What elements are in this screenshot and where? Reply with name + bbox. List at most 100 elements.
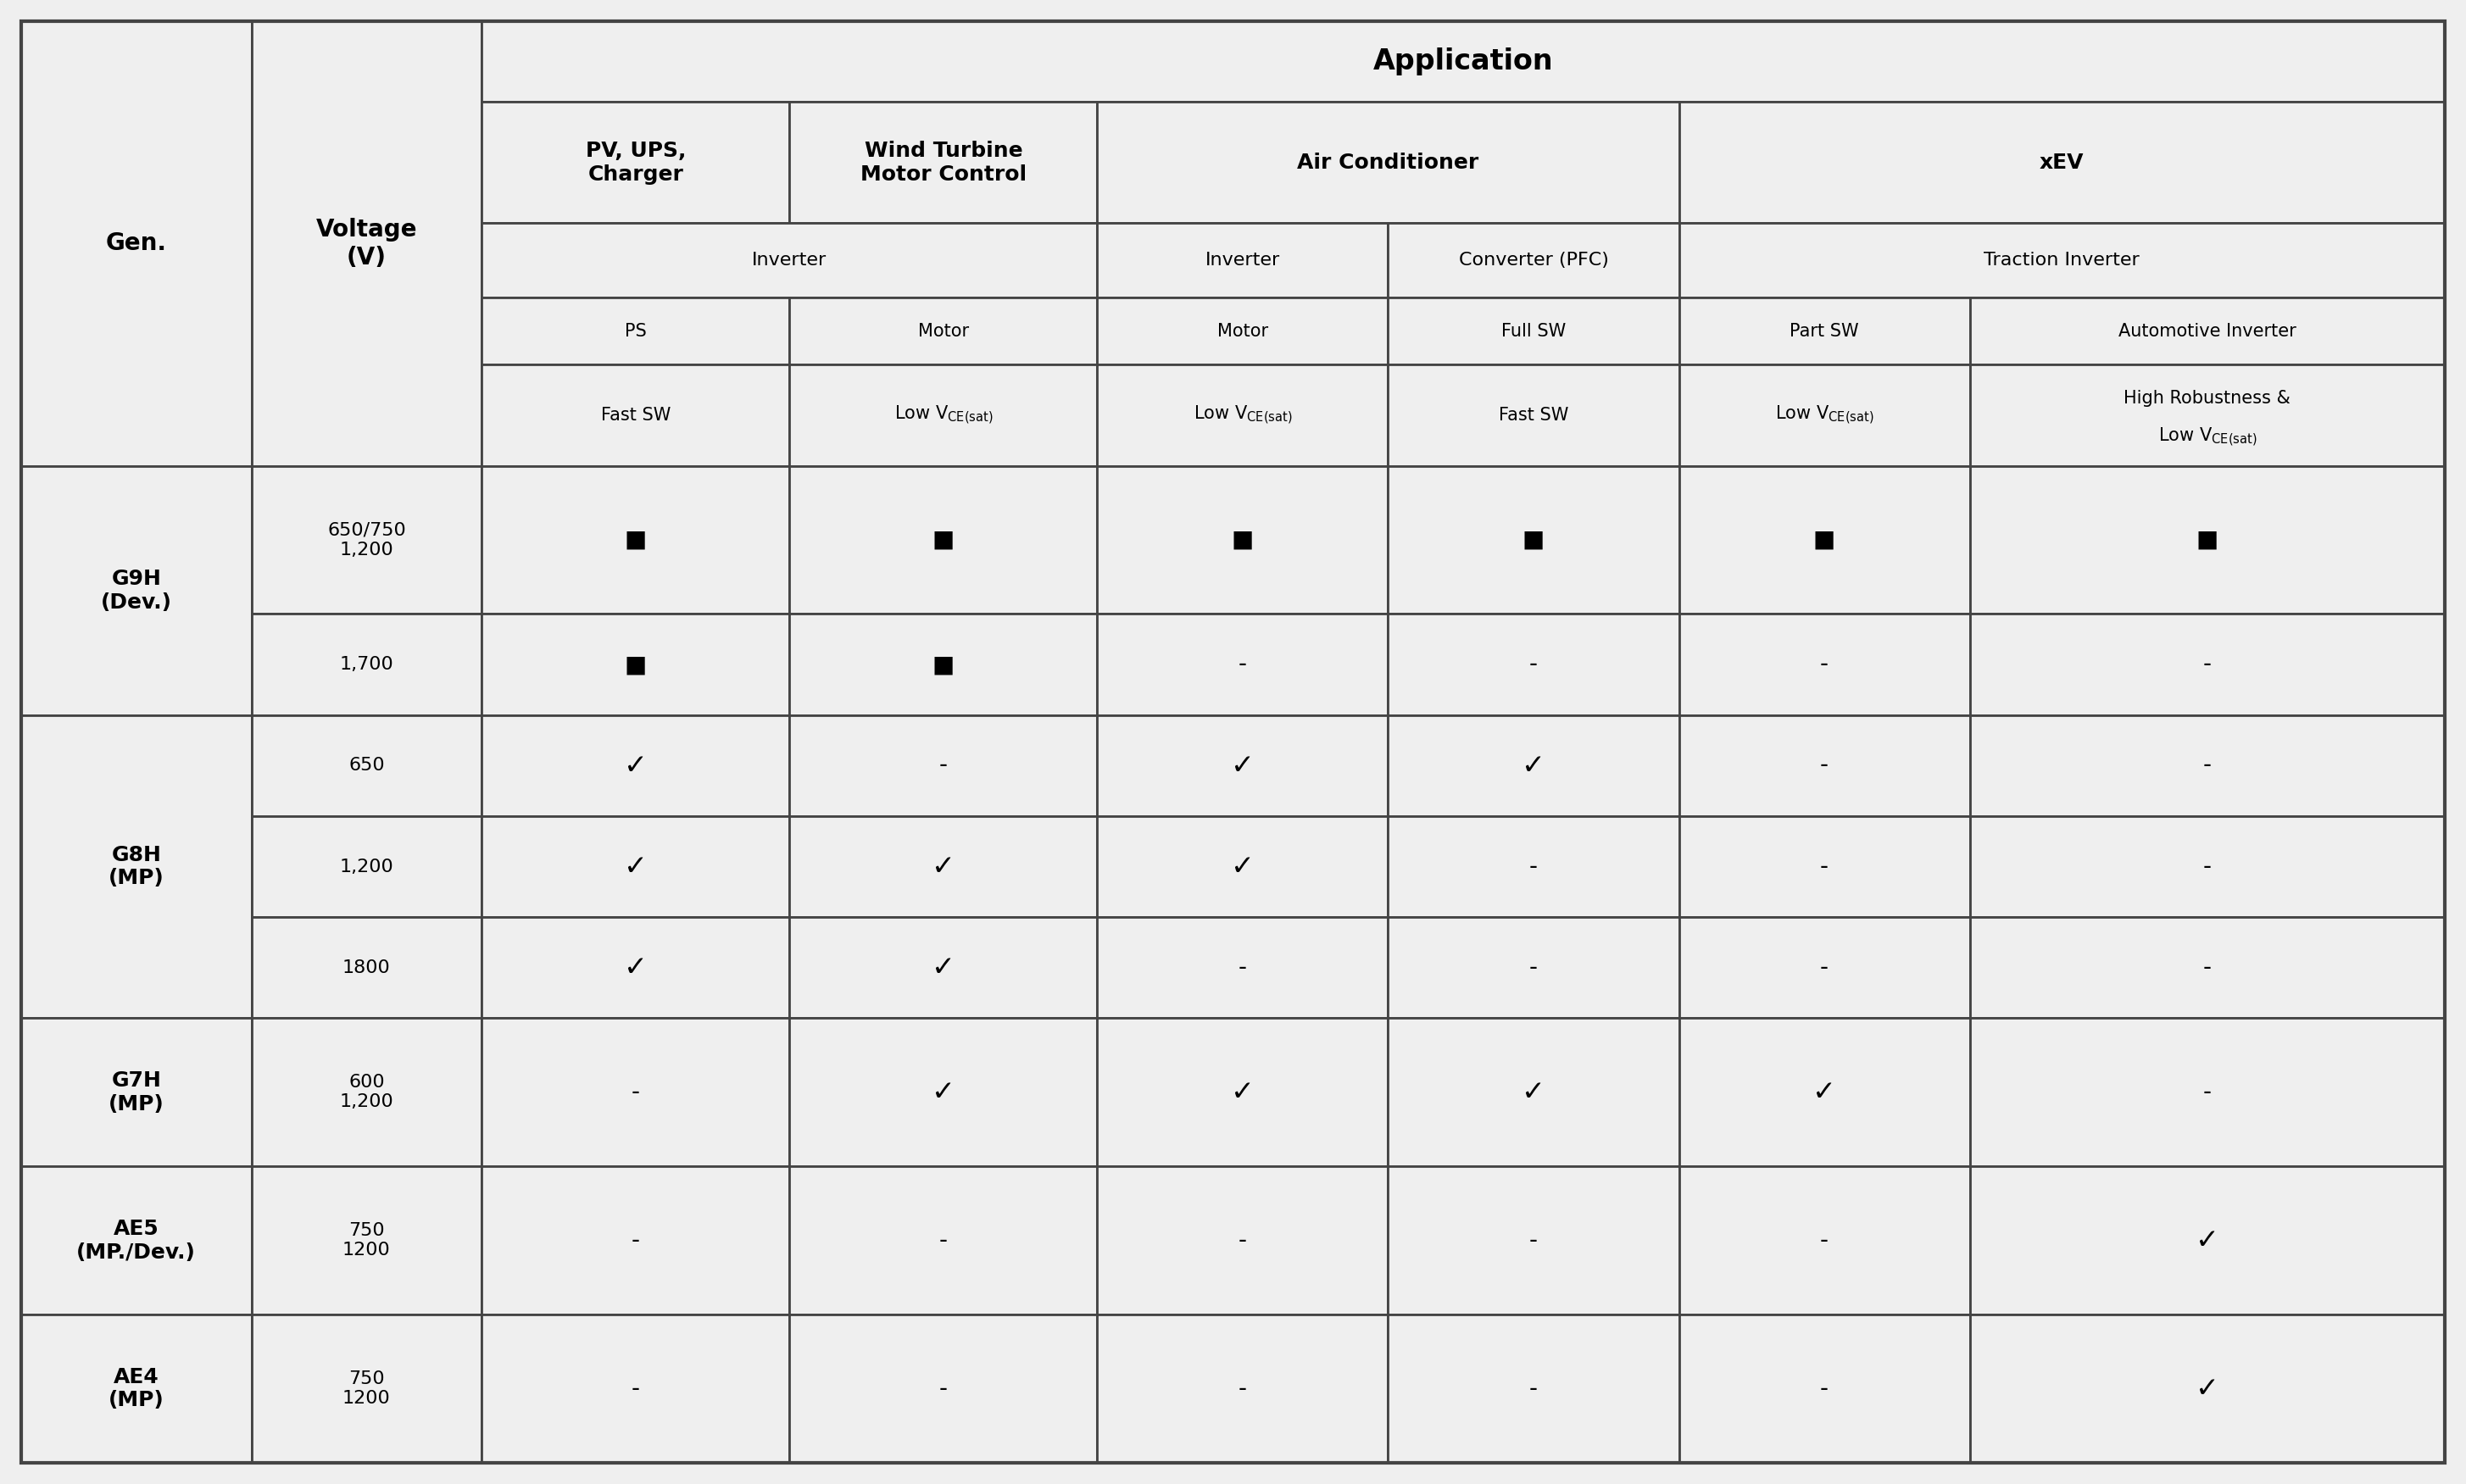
Text: -: - — [2202, 754, 2212, 778]
Bar — [252, 715, 481, 816]
Text: Part SW: Part SW — [1790, 322, 1859, 340]
Text: -: - — [1529, 653, 1539, 677]
Bar — [789, 1018, 1097, 1166]
Text: -: - — [2202, 855, 2212, 879]
Text: ■: ■ — [2197, 528, 2219, 552]
Text: -: - — [940, 1229, 947, 1252]
Text: ✓: ✓ — [1522, 1079, 1546, 1106]
Text: -: - — [1820, 1377, 1830, 1401]
Bar — [481, 614, 789, 715]
Bar — [481, 223, 1097, 297]
Text: G9H
(Dev.): G9H (Dev.) — [101, 568, 173, 613]
Bar — [1970, 297, 2444, 365]
Text: Inverter: Inverter — [1206, 252, 1280, 269]
Text: Fast SW: Fast SW — [602, 407, 671, 424]
Text: -: - — [1529, 1377, 1539, 1401]
Bar — [481, 466, 789, 614]
Text: Low V$_{\mathregular{CE(sat)}}$: Low V$_{\mathregular{CE(sat)}}$ — [1776, 404, 1874, 426]
Text: Application: Application — [1374, 47, 1554, 76]
Text: Low V$_{\mathregular{CE(sat)}}$: Low V$_{\mathregular{CE(sat)}}$ — [1194, 404, 1292, 426]
Bar — [1388, 1166, 1679, 1315]
Text: -: - — [1238, 956, 1248, 979]
Bar — [1970, 816, 2444, 917]
Text: -: - — [1238, 1377, 1248, 1401]
Text: Low V$_{\mathregular{CE(sat)}}$: Low V$_{\mathregular{CE(sat)}}$ — [895, 404, 994, 426]
Bar — [1388, 1315, 1679, 1463]
Bar — [481, 102, 789, 223]
Text: 750
1200: 750 1200 — [343, 1223, 390, 1258]
Text: -: - — [1820, 653, 1830, 677]
Bar — [789, 715, 1097, 816]
Text: -: - — [631, 1229, 639, 1252]
Bar — [1679, 917, 1970, 1018]
Bar — [1679, 297, 1970, 365]
Text: xEV: xEV — [2039, 153, 2084, 172]
Text: 1,200: 1,200 — [340, 858, 395, 876]
Bar — [22, 466, 252, 715]
Text: Converter (PFC): Converter (PFC) — [1457, 252, 1608, 269]
Bar — [252, 1315, 481, 1463]
Bar — [1679, 816, 1970, 917]
Text: 600
1,200: 600 1,200 — [340, 1074, 395, 1110]
Bar — [1388, 365, 1679, 466]
Text: -: - — [1820, 855, 1830, 879]
Text: ✓: ✓ — [932, 954, 954, 981]
Text: 1800: 1800 — [343, 959, 390, 976]
Text: ✓: ✓ — [624, 751, 649, 779]
Text: -: - — [940, 754, 947, 778]
Text: -: - — [2202, 653, 2212, 677]
Bar — [1679, 466, 1970, 614]
Bar — [1970, 1018, 2444, 1166]
Bar — [481, 1018, 789, 1166]
Text: ✓: ✓ — [2195, 1226, 2219, 1254]
Text: 650/750
1,200: 650/750 1,200 — [328, 521, 407, 558]
Bar — [1388, 1018, 1679, 1166]
Text: -: - — [1820, 956, 1830, 979]
Text: 1,700: 1,700 — [340, 656, 395, 674]
Bar — [252, 21, 481, 466]
Bar — [1388, 466, 1679, 614]
Bar — [481, 21, 2444, 102]
Text: Motor: Motor — [1218, 322, 1268, 340]
Bar — [252, 466, 481, 614]
Text: Gen.: Gen. — [106, 232, 168, 255]
Text: ■: ■ — [1813, 528, 1835, 552]
Text: Fast SW: Fast SW — [1499, 407, 1568, 424]
Text: Air Conditioner: Air Conditioner — [1297, 153, 1480, 172]
Text: ■: ■ — [932, 653, 954, 677]
Bar — [481, 816, 789, 917]
Bar — [1970, 365, 2444, 466]
Bar — [481, 715, 789, 816]
Text: Full SW: Full SW — [1502, 322, 1566, 340]
Text: -: - — [2202, 1080, 2212, 1104]
Text: -: - — [1529, 1229, 1539, 1252]
Text: PV, UPS,
Charger: PV, UPS, Charger — [584, 141, 686, 184]
Bar — [481, 365, 789, 466]
Bar — [789, 1166, 1097, 1315]
Bar — [252, 1166, 481, 1315]
Bar — [1388, 816, 1679, 917]
Text: Automotive Inverter: Automotive Inverter — [2118, 322, 2296, 340]
Text: Motor: Motor — [917, 322, 969, 340]
Bar — [1388, 917, 1679, 1018]
Bar — [22, 1166, 252, 1315]
Text: Voltage
(V): Voltage (V) — [316, 218, 417, 269]
Bar — [481, 1315, 789, 1463]
Bar — [1679, 365, 1970, 466]
Bar — [789, 365, 1097, 466]
Text: AE5
(MP./Dev.): AE5 (MP./Dev.) — [76, 1218, 195, 1263]
Bar — [1097, 102, 1679, 223]
Bar — [1388, 297, 1679, 365]
Bar — [1679, 1018, 1970, 1166]
Text: 650: 650 — [348, 757, 385, 775]
Text: ✓: ✓ — [1522, 751, 1546, 779]
Text: -: - — [1238, 653, 1248, 677]
Text: ✓: ✓ — [1813, 1079, 1837, 1106]
Bar — [1097, 365, 1388, 466]
Bar — [1388, 715, 1679, 816]
Bar — [1097, 917, 1388, 1018]
Text: ■: ■ — [932, 528, 954, 552]
Bar — [1097, 223, 1388, 297]
Bar — [789, 1315, 1097, 1463]
Text: -: - — [1529, 855, 1539, 879]
